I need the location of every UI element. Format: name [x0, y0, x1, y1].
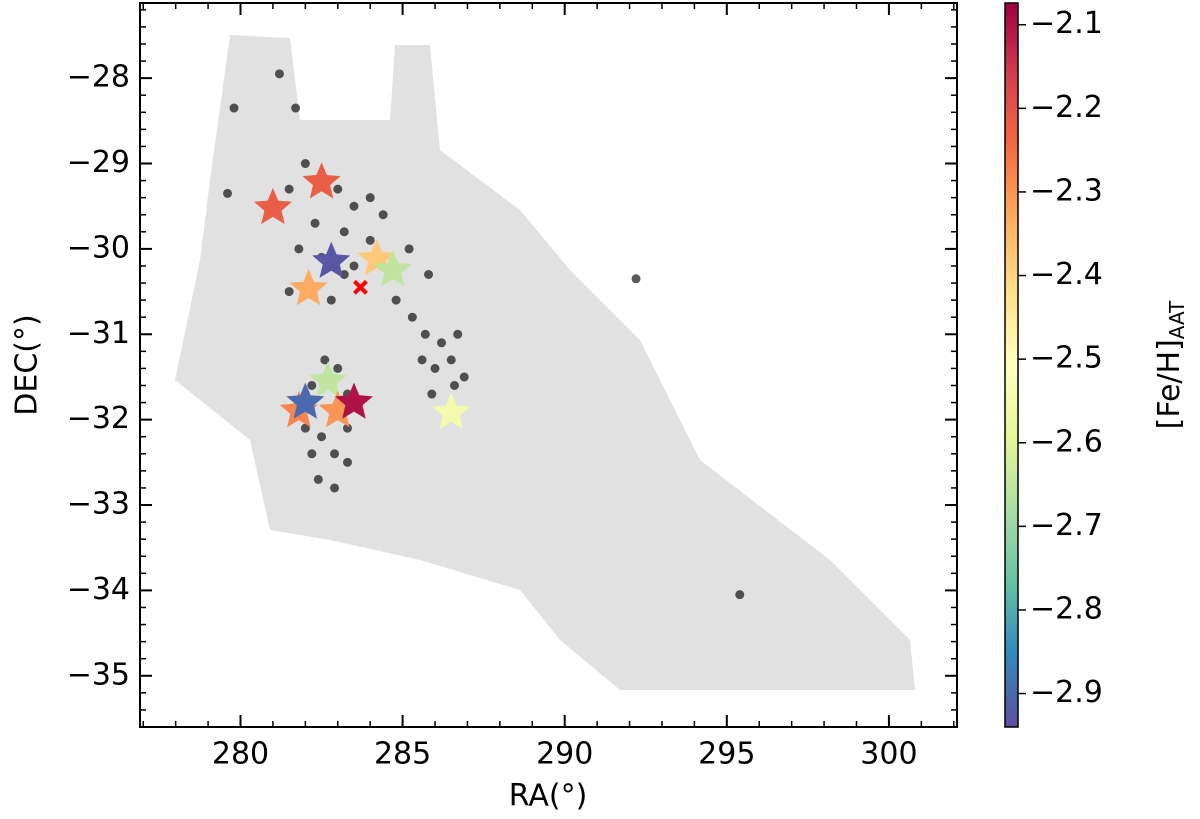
member-star	[459, 372, 469, 382]
member-star	[326, 295, 336, 305]
colorbar-tick-label: −2.8	[1030, 591, 1103, 626]
target-star	[432, 392, 471, 429]
member-star	[333, 184, 343, 194]
y-tick-label: −32	[67, 401, 130, 436]
target-star	[373, 250, 412, 287]
center-cross	[353, 279, 368, 295]
x-tick-label: 280	[212, 737, 269, 772]
member-star	[223, 188, 233, 198]
y-axis-label: DEC(°)	[10, 314, 45, 415]
member-star	[427, 389, 437, 399]
member-star	[420, 329, 430, 339]
member-star	[378, 210, 388, 220]
y-tick-label: −31	[67, 316, 130, 351]
member-star	[300, 423, 310, 433]
target-star	[286, 382, 325, 419]
member-star	[313, 474, 323, 484]
plot-frame	[139, 2, 958, 728]
target-star	[253, 187, 292, 225]
member-star	[424, 270, 434, 279]
y-tick-label: −34	[67, 572, 130, 607]
colorbar	[1004, 2, 1019, 728]
y-tick-label: −30	[67, 230, 130, 265]
member-star	[342, 457, 352, 467]
x-tick-label: 300	[860, 737, 917, 772]
member-star	[307, 380, 317, 390]
member-star	[330, 449, 340, 459]
member-star	[310, 218, 320, 228]
member-star	[339, 227, 349, 237]
member-star	[320, 355, 330, 365]
target-star	[318, 391, 357, 428]
target-star	[289, 269, 328, 306]
target-star	[302, 162, 341, 199]
y-tick-label: −29	[67, 145, 130, 180]
member-star	[735, 590, 745, 600]
member-star	[274, 69, 284, 79]
y-tick-label: −33	[67, 487, 130, 522]
target-star	[312, 241, 351, 278]
member-star	[417, 355, 427, 365]
colorbar-tick-label: −2.4	[1030, 257, 1103, 292]
member-star	[391, 295, 401, 305]
member-star	[365, 235, 375, 245]
colorbar-tick-label: −2.7	[1030, 508, 1103, 543]
member-star	[449, 380, 459, 390]
target-star	[309, 361, 348, 398]
member-star	[284, 287, 294, 297]
center-marker	[353, 279, 368, 295]
member-star	[317, 432, 327, 442]
colorbar-label-sub: AAT	[1165, 300, 1189, 339]
member-star	[349, 201, 359, 211]
colorbar-tick-label: −2.5	[1030, 341, 1103, 376]
member-star	[333, 363, 343, 373]
colorbar-label-main: [Fe/H]	[1152, 339, 1187, 429]
colorbar-label: [Fe/H]AAT	[1152, 300, 1189, 430]
member-star	[365, 193, 375, 203]
member-star	[291, 103, 301, 113]
colorbar-tick-label: −2.6	[1030, 424, 1103, 459]
member-star	[284, 184, 294, 194]
target-star	[335, 382, 373, 419]
member-star	[307, 449, 317, 459]
member-star	[407, 312, 417, 322]
x-tick-label: 285	[374, 737, 431, 772]
member-star	[631, 274, 641, 284]
member-star	[342, 423, 352, 433]
member-star	[349, 261, 359, 271]
member-star	[330, 483, 340, 493]
survey-footprint	[175, 35, 915, 690]
colorbar-tick-label: −2.2	[1030, 90, 1103, 125]
x-axis-label: RA(°)	[509, 779, 588, 814]
x-tick-label: 290	[536, 737, 593, 772]
member-star	[404, 244, 414, 254]
member-star	[294, 244, 304, 254]
member-star	[229, 103, 239, 113]
colorbar-tick-label: −2.1	[1030, 6, 1103, 41]
y-tick-label: −28	[67, 60, 130, 95]
member-star	[446, 355, 456, 365]
member-star	[430, 363, 440, 373]
x-tick-label: 295	[698, 737, 755, 772]
colorbar-tick-label: −2.9	[1030, 675, 1103, 710]
y-tick-label: −35	[67, 657, 130, 692]
member-star	[437, 338, 447, 348]
colorbar-tick-label: −2.3	[1030, 173, 1103, 208]
member-star	[300, 159, 310, 169]
member-star	[453, 329, 463, 339]
